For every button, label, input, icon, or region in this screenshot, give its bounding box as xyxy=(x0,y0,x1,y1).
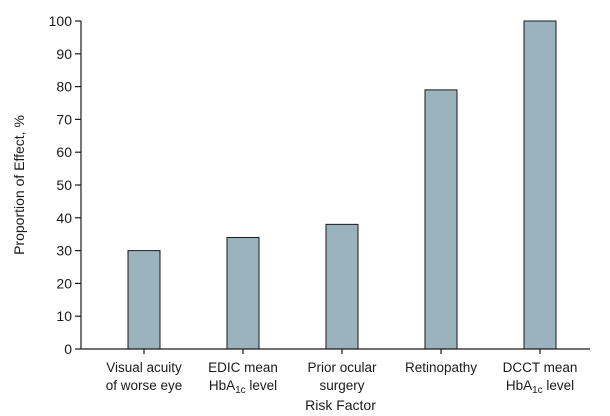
y-ticks-layer: 0 10 20 30 40 50 60 70 80 90 100 xyxy=(49,13,81,357)
y-tick-label: 30 xyxy=(56,243,72,259)
bar-0 xyxy=(127,250,161,350)
x-category-labels-layer: Visual acuity of worse eye EDIC mean HbA1c … xyxy=(106,349,578,396)
x-category-label: DCCT mean xyxy=(503,360,578,375)
y-tick-label: 100 xyxy=(49,13,73,29)
y-tick-label: 20 xyxy=(56,275,72,291)
x-category-label-line2: HbA1c level xyxy=(506,378,574,396)
y-axis-title: Proportion of Effect, % xyxy=(11,115,27,255)
y-tick-label: 80 xyxy=(56,79,72,95)
y-tick-label: 60 xyxy=(56,144,72,160)
x-category-label: Prior ocular xyxy=(307,360,377,375)
y-tick-label: 10 xyxy=(56,308,72,324)
bar-4 xyxy=(523,20,557,350)
x-axis-title: Risk Factor xyxy=(305,397,376,413)
y-tick-label: 40 xyxy=(56,210,72,226)
x-category-label: Retinopathy xyxy=(405,360,477,375)
bars-layer xyxy=(127,20,557,350)
y-tick-label: 0 xyxy=(64,341,72,357)
x-category-label-line2: HbA1c level xyxy=(209,378,277,396)
y-tick-label: 70 xyxy=(56,111,72,127)
y-tick-label: 50 xyxy=(56,177,72,193)
x-category-label: Visual acuity xyxy=(106,360,182,375)
x-category-label: EDIC mean xyxy=(208,360,278,375)
x-category-label-line2: of worse eye xyxy=(106,378,183,393)
bar-1 xyxy=(226,236,260,350)
x-category-label-line2: surgery xyxy=(319,378,364,393)
bar-3 xyxy=(424,89,458,350)
bar-2 xyxy=(325,223,359,350)
y-tick-label: 90 xyxy=(56,46,72,62)
